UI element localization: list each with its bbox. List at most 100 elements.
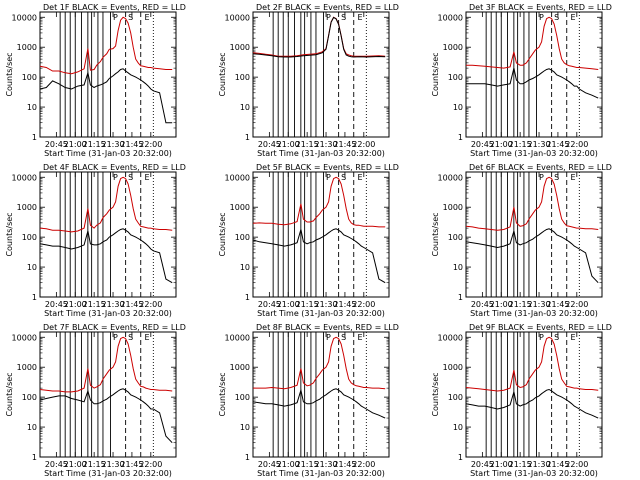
x-tick-label: 22:00 <box>352 460 375 469</box>
plot-frame <box>39 171 177 298</box>
y-tick-label: 1 <box>245 293 250 302</box>
y-tick-label: 1000 <box>443 43 463 52</box>
y-tick-label: 10000 <box>438 13 463 22</box>
y-tick-label: 100 <box>235 393 250 402</box>
plot-frame <box>252 171 390 298</box>
panel-title: Det 8F BLACK = Events, RED = LLD <box>256 323 399 332</box>
x-tick-label: 20:45 <box>471 460 494 469</box>
x-tick-label: 21:15 <box>509 300 532 309</box>
y-axis-label: Counts/sec <box>431 52 440 96</box>
region-label: P <box>113 13 118 22</box>
y-axis-label: Counts/sec <box>431 212 440 256</box>
x-tick-label: 21:00 <box>277 460 300 469</box>
x-tick-label: 21:30 <box>102 300 125 309</box>
region-label: S <box>554 333 559 342</box>
region-label: S <box>554 13 559 22</box>
x-tick-label: 22:00 <box>352 140 375 149</box>
events-series-line <box>252 388 386 419</box>
y-tick-label: 1000 <box>443 363 463 372</box>
y-tick-label: 1000 <box>230 43 250 52</box>
x-tick-label: 21:45 <box>546 460 569 469</box>
x-tick-label: 21:30 <box>315 300 338 309</box>
region-label: S <box>128 173 133 182</box>
y-tick-label: 1 <box>32 293 37 302</box>
region-label: P <box>326 333 331 342</box>
y-tick-label: 10000 <box>12 333 37 342</box>
x-tick-label: 21:30 <box>315 140 338 149</box>
x-tick-label: 21:00 <box>490 300 513 309</box>
x-tick-label: 20:45 <box>45 460 68 469</box>
y-tick-label: 1000 <box>17 363 37 372</box>
y-tick-label: 10000 <box>12 173 37 182</box>
y-tick-label: 10 <box>240 423 250 432</box>
panel-title: Det 7F BLACK = Events, RED = LLD <box>43 323 186 332</box>
y-tick-label: 100 <box>22 233 37 242</box>
region-label: S <box>128 13 133 22</box>
x-axis-label: Start Time (31-Jan-03 20:32:00) <box>257 309 385 318</box>
x-tick-label: 21:30 <box>528 460 551 469</box>
x-tick-label: 22:00 <box>139 460 162 469</box>
x-tick-label: 21:15 <box>296 300 319 309</box>
y-axis-label: Counts/sec <box>218 212 227 256</box>
x-tick-label: 21:30 <box>528 300 551 309</box>
events-series-line <box>465 228 599 284</box>
det-panel-5: Det 5F BLACK = Events, RED = LLD 1 10 100 10… <box>218 163 399 318</box>
x-tick-label: 21:15 <box>509 460 532 469</box>
lld-series-line <box>39 16 173 75</box>
region-label: E <box>145 173 150 182</box>
region-label: E <box>358 13 363 22</box>
y-tick-label: 10 <box>240 263 250 272</box>
y-tick-label: 10000 <box>225 13 250 22</box>
y-tick-label: 10 <box>240 103 250 112</box>
events-series-line <box>39 228 173 284</box>
y-axis-label: Counts/sec <box>5 52 14 96</box>
lld-series-line <box>253 336 386 390</box>
x-tick-label: 21:45 <box>120 300 143 309</box>
y-axis-label: Counts/sec <box>431 372 440 416</box>
x-tick-label: 21:45 <box>333 140 356 149</box>
y-tick-label: 10000 <box>225 173 250 182</box>
region-label: S <box>554 173 559 182</box>
x-tick-label: 20:45 <box>258 300 281 309</box>
y-tick-label: 10000 <box>438 333 463 342</box>
y-axis-label: Counts/sec <box>218 52 227 96</box>
y-tick-label: 1 <box>245 453 250 462</box>
lld-series-line <box>465 176 599 231</box>
x-tick-label: 21:00 <box>277 300 300 309</box>
y-tick-label: 100 <box>22 393 37 402</box>
x-tick-label: 21:00 <box>490 140 513 149</box>
x-axis-label: Start Time (31-Jan-03 20:32:00) <box>470 309 598 318</box>
y-tick-label: 10000 <box>438 173 463 182</box>
x-tick-label: 21:00 <box>490 460 513 469</box>
region-label: S <box>341 13 346 22</box>
region-label: E <box>571 333 576 342</box>
region-label: P <box>539 333 544 342</box>
y-axis-label: Counts/sec <box>5 212 14 256</box>
events-series-line <box>39 388 173 444</box>
panel-title: Det 1F BLACK = Events, RED = LLD <box>43 3 186 12</box>
plot-frame <box>39 331 177 458</box>
panel-title: Det 9F BLACK = Events, RED = LLD <box>469 323 612 332</box>
x-tick-label: 20:45 <box>45 300 68 309</box>
region-label: P <box>539 173 544 182</box>
region-label: E <box>358 333 363 342</box>
x-tick-label: 21:30 <box>102 460 125 469</box>
region-label: P <box>326 13 331 22</box>
x-tick-label: 21:15 <box>509 140 532 149</box>
plot-frame <box>252 331 390 458</box>
y-tick-label: 1 <box>245 133 250 142</box>
region-label: P <box>326 173 331 182</box>
y-tick-label: 10 <box>453 423 463 432</box>
plot-frame <box>465 11 603 138</box>
lld-series-line <box>465 336 599 392</box>
x-tick-label: 21:30 <box>315 460 338 469</box>
y-tick-label: 100 <box>235 73 250 82</box>
x-tick-label: 21:45 <box>546 300 569 309</box>
x-tick-label: 22:00 <box>352 300 375 309</box>
x-axis-label: Start Time (31-Jan-03 20:32:00) <box>257 469 385 478</box>
x-tick-label: 21:45 <box>120 460 143 469</box>
y-tick-label: 1 <box>458 293 463 302</box>
x-tick-label: 21:30 <box>102 140 125 149</box>
y-axis-label: Counts/sec <box>5 372 14 416</box>
